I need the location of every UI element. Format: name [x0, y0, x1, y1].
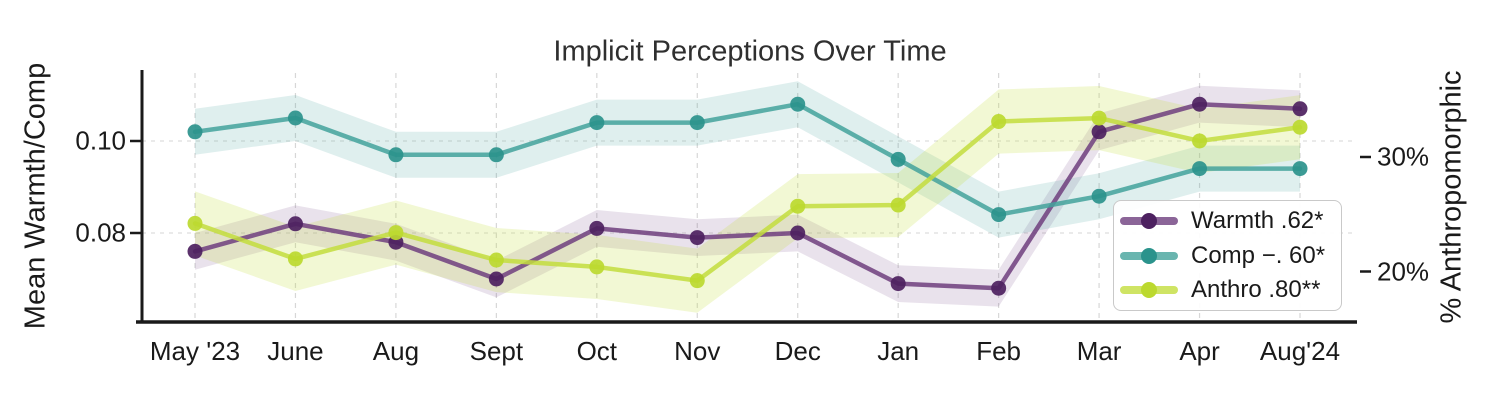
anthro-legend-swatch: [1120, 281, 1178, 299]
anthro-point: [1292, 119, 1308, 135]
anthro-point: [689, 273, 705, 289]
anthro-point: [488, 252, 504, 268]
anthro-point: [388, 225, 404, 241]
x-axis-tick-label: June: [267, 336, 324, 366]
comp-point: [689, 115, 705, 131]
legend-item-comp: Comp −. 60*: [1120, 239, 1341, 272]
warmth-point: [589, 220, 605, 236]
legend-item-anthro: Anthro .80**: [1120, 274, 1341, 307]
warmth-point: [1192, 96, 1208, 112]
anthro-point: [1091, 110, 1107, 126]
x-axis-tick-label: Dec: [774, 336, 821, 366]
comp-legend-label: Comp −. 60*: [1191, 241, 1326, 269]
comp-point: [1091, 188, 1107, 204]
comp-point: [890, 151, 906, 167]
warmth-point: [1292, 101, 1308, 117]
comp-confidence-band: [195, 81, 1300, 238]
warmth-legend-label: Warmth .62*: [1191, 207, 1324, 234]
warmth-point: [991, 280, 1007, 296]
chart-title: Implicit Perceptions Over Time: [553, 35, 947, 68]
x-axis-tick-label: Aug'24: [1259, 336, 1341, 366]
warmth-point: [287, 216, 303, 232]
warmth-point: [187, 243, 203, 259]
comp-point: [488, 147, 504, 163]
x-axis-tick-label: Jan: [877, 336, 920, 366]
axes-spines: [130, 70, 1371, 324]
x-axis-tick-label: Feb: [976, 336, 1022, 366]
x-axis-tick-label: May '23: [149, 336, 241, 366]
anthro-point: [890, 197, 906, 213]
comp-point: [187, 124, 203, 140]
x-axis-tick-label: Aug: [372, 336, 420, 366]
warmth-legend-swatch: [1120, 212, 1178, 230]
anthro-point: [589, 259, 605, 275]
comp-point: [1192, 161, 1208, 177]
x-axis-tick-label: Nov: [674, 336, 721, 366]
comp-point: [388, 147, 404, 163]
warmth-point: [488, 271, 504, 287]
x-axis-tick-label: Apr: [1179, 336, 1220, 366]
x-axis-tick-label: Mar: [1076, 336, 1122, 366]
x-axis-tick-label: Oct: [576, 336, 618, 366]
legend-item-warmth: Warmth .62*: [1120, 205, 1341, 238]
anthro-confidence-band: [195, 86, 1300, 313]
anthro-point: [187, 215, 203, 231]
left-axis-tick-label: 0.08: [75, 217, 126, 248]
warmth-point: [689, 230, 705, 246]
anthro-point: [790, 198, 806, 214]
legend: Warmth .62* Comp −. 60* Anthro .80**: [1113, 200, 1342, 311]
anthro-point: [1192, 133, 1208, 149]
anthro-point: [991, 114, 1007, 129]
warmth-point: [790, 225, 806, 241]
x-axis-tick-label: Sept: [469, 336, 524, 366]
comp-legend-swatch: [1120, 247, 1178, 265]
anthro-series: [187, 110, 1308, 289]
warmth-point: [890, 276, 906, 292]
comp-point: [589, 115, 605, 131]
comp-point: [287, 110, 303, 126]
comp-point: [790, 96, 806, 112]
comp-series: [187, 96, 1308, 223]
left-axis-tick-label: 0.10: [75, 125, 126, 156]
warmth-point: [1091, 124, 1107, 140]
comp-point: [991, 207, 1007, 223]
right-axis-tick-label: 20%: [1377, 256, 1430, 286]
anthro-legend-label: Anthro .80**: [1191, 276, 1321, 303]
comp-point: [1292, 161, 1308, 177]
anthro-point: [287, 251, 303, 267]
right-axis-tick-label: 30%: [1377, 141, 1430, 172]
